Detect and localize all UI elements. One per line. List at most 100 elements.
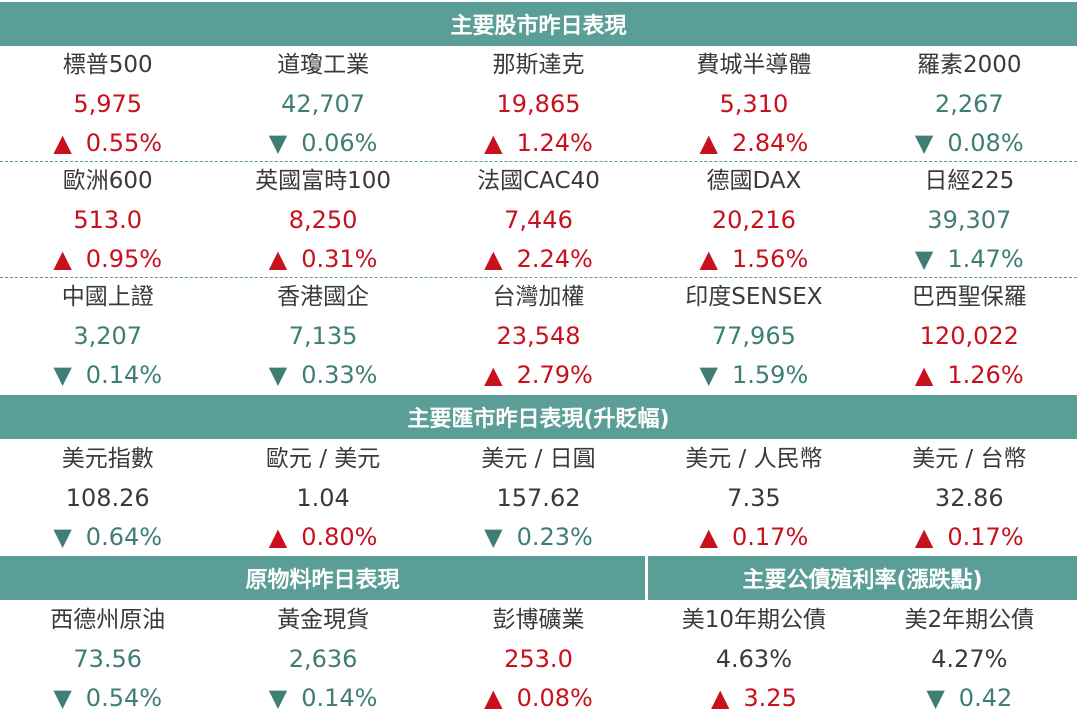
change-value: 2.24% <box>516 245 593 273</box>
change-value: 0.95% <box>85 245 163 273</box>
quote-cell: 日經225 39,307 ▼ 1.47% <box>862 162 1077 278</box>
quote-cell: 台灣加權 23,548 ▲ 2.79% <box>431 278 646 394</box>
quote-change: ▼ 0.14% <box>0 356 215 394</box>
change-value: 0.54% <box>85 684 163 712</box>
quote-cell: 德國DAX 20,216 ▲ 1.56% <box>646 162 861 278</box>
triangle-down-icon: ▼ <box>484 523 503 551</box>
triangle-down-icon: ▼ <box>699 361 718 389</box>
quote-change: ▲ 0.31% <box>215 240 430 278</box>
quote-cell: 標普500 5,975 ▲ 0.55% <box>0 46 215 162</box>
quote-cell: 費城半導體 5,310 ▲ 2.84% <box>646 46 861 162</box>
triangle-up-icon: ▲ <box>53 129 72 157</box>
quote-name: 美元指數 <box>61 446 154 472</box>
triangle-down-icon: ▼ <box>914 245 934 273</box>
quote-value: 120,022 <box>919 322 1019 350</box>
quote-cell: 美2年期公債 4.27% ▼ 0.42 <box>862 601 1077 717</box>
triangle-up-icon: ▲ <box>484 245 503 273</box>
quote-name: 那斯達克 <box>492 52 585 78</box>
change-value: 0.55% <box>85 129 163 157</box>
triangle-down-icon: ▼ <box>53 684 72 712</box>
triangle-down-icon: ▼ <box>914 129 934 157</box>
quote-value: 5,310 <box>719 90 789 118</box>
quote-name: 法國CAC40 <box>477 168 600 194</box>
quote-change: ▼ 0.54% <box>0 679 215 717</box>
quote-value: 7,446 <box>504 206 573 234</box>
quote-cell: 美元指數 108.26 ▼ 0.64% <box>0 440 215 556</box>
quote-name: 費城半導體 <box>696 52 812 78</box>
quote-value: 20,216 <box>711 206 796 234</box>
quote-name: 西德州原油 <box>50 607 166 633</box>
change-value: 0.42 <box>958 684 1013 712</box>
quote-cell: 美10年期公債 4.63% ▲ 3.25 <box>646 601 861 717</box>
change-value: 0.08% <box>947 129 1024 157</box>
triangle-up-icon: ▲ <box>268 523 288 551</box>
quote-change: ▲ 0.80% <box>215 518 430 556</box>
quote-name: 日經225 <box>924 168 1015 194</box>
triangle-up-icon: ▲ <box>710 684 730 712</box>
commodities-bonds-row: 西德州原油 73.56 ▼ 0.54% 黃金現貨 2,636 ▼ 0.14% 彭博礦業 253.0… <box>0 601 1077 717</box>
quote-change: ▲ 1.56% <box>646 240 861 278</box>
quote-change: ▲ 2.84% <box>646 124 861 162</box>
change-value: 1.26% <box>947 361 1024 389</box>
quote-cell: 歐元 / 美元 1.04 ▲ 0.80% <box>215 440 430 556</box>
quote-name: 美元 / 台幣 <box>912 446 1027 472</box>
triangle-up-icon: ▲ <box>53 245 72 273</box>
change-value: 0.23% <box>516 523 593 551</box>
quote-change: ▲ 0.55% <box>0 124 215 162</box>
quote-cell: 歐洲600 513.0 ▲ 0.95% <box>0 162 215 278</box>
quote-change: ▲ 3.25 <box>646 679 861 717</box>
quote-cell: 印度SENSEX 77,965 ▼ 1.59% <box>646 278 861 394</box>
triangle-up-icon: ▲ <box>484 129 503 157</box>
quote-value: 157.62 <box>496 484 581 512</box>
quote-cell: 黃金現貨 2,636 ▼ 0.14% <box>215 601 430 717</box>
quote-cell: 美元 / 人民幣 7.35 ▲ 0.17% <box>646 440 861 556</box>
quote-change: ▲ 1.26% <box>862 356 1077 394</box>
quote-change: ▼ 1.59% <box>646 356 861 394</box>
quote-change: ▼ 0.64% <box>0 518 215 556</box>
quote-value: 513.0 <box>73 206 143 234</box>
quote-name: 巴西聖保羅 <box>911 284 1027 310</box>
quote-value: 108.26 <box>65 484 150 512</box>
quote-change: ▼ 0.08% <box>862 124 1077 162</box>
triangle-down-icon: ▼ <box>926 684 945 712</box>
quote-value: 32.86 <box>934 484 1004 512</box>
change-value: 0.06% <box>301 129 378 157</box>
triangle-up-icon: ▲ <box>699 523 718 551</box>
quote-value: 8,250 <box>288 206 358 234</box>
quote-change: ▼ 1.47% <box>862 240 1077 278</box>
quote-value: 4.27% <box>931 645 1008 673</box>
quote-change: ▲ 0.95% <box>0 240 215 278</box>
change-value: 1.59% <box>732 361 809 389</box>
quote-name: 歐洲600 <box>62 168 153 194</box>
quote-cell: 英國富時100 8,250 ▲ 0.31% <box>215 162 430 278</box>
stocks-row-1: 標普500 5,975 ▲ 0.55% 道瓊工業 42,707 ▼ 0.06% 那斯達克 19,8… <box>0 46 1077 162</box>
quote-value: 4.63% <box>715 645 793 673</box>
quote-name: 美2年期公債 <box>904 607 1035 633</box>
quote-change: ▲ 2.79% <box>431 356 646 394</box>
quote-cell: 西德州原油 73.56 ▼ 0.54% <box>0 601 215 717</box>
change-value: 0.08% <box>516 684 593 712</box>
quote-name: 中國上證 <box>61 284 154 310</box>
change-value: 1.47% <box>947 245 1024 273</box>
quote-value: 19,865 <box>496 90 581 118</box>
quote-value: 73.56 <box>73 645 143 673</box>
quote-change: ▲ 2.24% <box>431 240 646 278</box>
quote-name: 美元 / 人民幣 <box>685 446 823 472</box>
triangle-up-icon: ▲ <box>699 245 718 273</box>
quote-name: 印度SENSEX <box>685 284 823 310</box>
change-value: 0.31% <box>301 245 378 273</box>
quote-name: 美元 / 日圓 <box>481 446 596 472</box>
quote-name: 道瓊工業 <box>277 52 370 78</box>
change-value: 0.14% <box>85 361 163 389</box>
change-value: 0.64% <box>85 523 163 551</box>
commodities-section-header: 原物料昨日表現 <box>0 556 645 600</box>
quote-cell: 羅素2000 2,267 ▼ 0.08% <box>862 46 1077 162</box>
quote-value: 7,135 <box>288 322 358 350</box>
triangle-down-icon: ▼ <box>268 129 288 157</box>
triangle-up-icon: ▲ <box>914 361 934 389</box>
stocks-section-header: 主要股市昨日表現 <box>0 2 1077 46</box>
quote-cell: 美元 / 台幣 32.86 ▲ 0.17% <box>862 440 1077 556</box>
fx-row: 美元指數 108.26 ▼ 0.64% 歐元 / 美元 1.04 ▲ 0.80% 美元 / 日圓… <box>0 440 1077 556</box>
quote-value: 42,707 <box>281 90 366 118</box>
